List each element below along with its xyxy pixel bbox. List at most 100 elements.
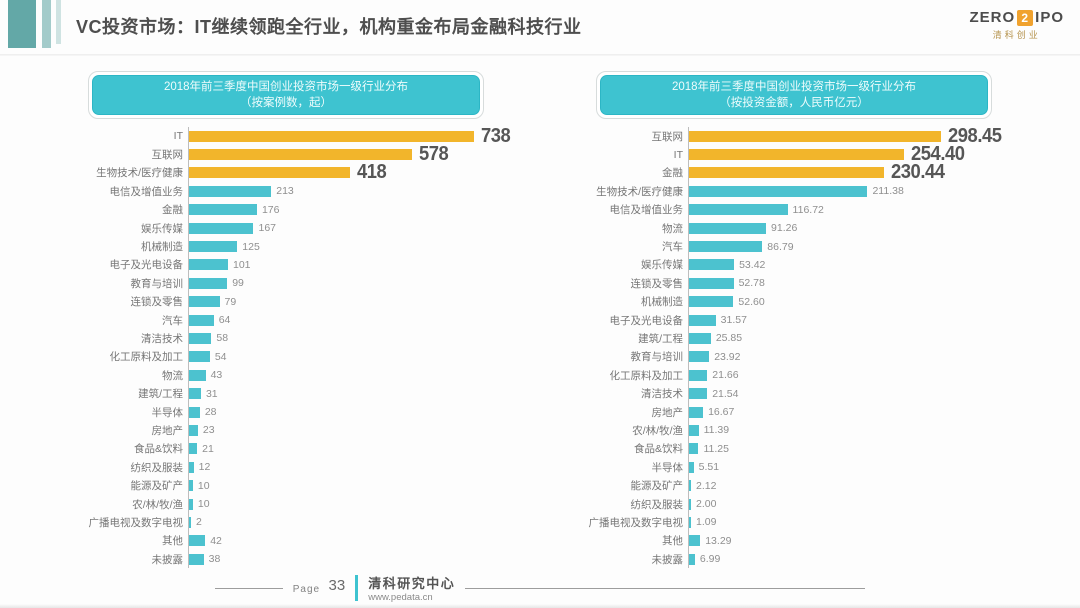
category-label: 食品&饮料 (633, 443, 683, 456)
value-label: 25.85 (715, 332, 743, 345)
bar (689, 553, 695, 565)
value-label: 21.54 (712, 387, 739, 400)
bar (689, 424, 699, 436)
bar-zone: 31.57 (688, 310, 1048, 330)
value-label: 79 (224, 295, 237, 308)
category-label: 教育与培训 (630, 351, 684, 364)
bar (189, 296, 220, 308)
category-label: 房地产 (151, 424, 184, 437)
left-chart-header: 2018年前三季度中国创业投资市场一级行业分布 （按案例数，起） (88, 71, 484, 120)
value-label: 10 (197, 479, 210, 492)
bar-highlight (189, 149, 413, 161)
value-label: 2.00 (696, 498, 717, 510)
chart-row: 半导体 5.51 (588, 458, 1048, 477)
chart-row: 互联网 298.45 (588, 124, 1048, 147)
value-label: 99 (232, 277, 244, 290)
bar (689, 241, 763, 253)
value-label: 52.60 (738, 295, 765, 308)
value-label: 418 (357, 161, 387, 184)
category-label: 半导体 (151, 406, 184, 419)
category-label: 纺织及服装 (130, 461, 184, 474)
page-indicator: Page 33 (293, 577, 346, 597)
category-label: 食品&饮料 (133, 443, 183, 456)
chart-row: 物流 91.26 (588, 218, 1048, 238)
bar (689, 406, 704, 418)
bar-zone: 738 (188, 125, 548, 147)
chart-row: 其他 42 (88, 531, 548, 550)
chart-row: 金融 230.44 (588, 161, 1048, 183)
bar-zone: 11.39 (688, 421, 1048, 440)
category-label: 机械制造 (641, 296, 683, 309)
bar-zone: 116.72 (688, 200, 1048, 219)
bar-zone: 298.45 (688, 124, 1048, 147)
bar (689, 222, 767, 234)
logo-wordmark: ZERO 2 IPO (969, 9, 1064, 26)
bar-zone: 2.00 (688, 494, 1048, 514)
chart-row: 能源及矿产 10 (88, 476, 548, 495)
value-label: 298.45 (948, 124, 1002, 147)
bar-zone: 31 (188, 384, 548, 403)
category-label: 化工原料及加工 (109, 351, 184, 364)
category-label: 半导体 (651, 461, 684, 474)
chart-row: 化工原料及加工 54 (88, 347, 548, 367)
bar-zone: 52.60 (688, 292, 1048, 311)
bar (189, 480, 193, 492)
category-label: 清洁技术 (641, 388, 683, 401)
bar (189, 332, 212, 344)
bar (189, 259, 228, 271)
value-label: 42 (210, 534, 222, 547)
bar (189, 314, 214, 326)
bar-zone: 211.38 (688, 182, 1048, 201)
bar (189, 388, 201, 400)
category-label: 其他 (162, 535, 183, 548)
logo-subtitle: 清科创业 (992, 30, 1041, 40)
right-chart-header-frame: 2018年前三季度中国创业投资市场一级行业分布 （按投资金额，人民币亿元） (596, 71, 992, 120)
chart-row: 汽车 64 (88, 310, 548, 330)
site-url: www.pedata.cn (368, 592, 433, 603)
category-label: 建筑/工程 (138, 388, 183, 401)
category-label: 纺织及服装 (630, 498, 684, 511)
chart-row: 半导体 28 (88, 402, 548, 422)
logo-zero: ZERO (969, 9, 1016, 26)
value-label: 23 (202, 424, 215, 437)
bar-zone: 43 (188, 366, 548, 385)
chart-row: 机械制造 52.60 (588, 292, 1048, 311)
value-label: 578 (419, 143, 449, 166)
bar-zone: 10 (188, 476, 548, 495)
bar (189, 553, 204, 565)
right-chart-subtitle: （按投资金额，人民币亿元） (719, 97, 869, 110)
value-label: 91.26 (771, 222, 798, 235)
bar (689, 443, 699, 455)
chart-row: 化工原料及加工 21.66 (588, 366, 1048, 385)
chart-row: 生物技术/医疗健康 418 (88, 161, 548, 184)
chart-row: 清洁技术 21.54 (588, 384, 1048, 403)
value-label: 11.25 (703, 442, 729, 455)
bar (689, 498, 691, 510)
footer-rule-left (214, 587, 283, 589)
bar (689, 351, 710, 363)
bar (689, 332, 711, 344)
bar-zone: 101 (188, 255, 548, 275)
logo-2-icon: 2 (1017, 9, 1034, 26)
value-label: 64 (218, 314, 231, 327)
value-label: 5.51 (698, 461, 720, 474)
value-label: 54 (214, 350, 227, 363)
chart-row: 未披露 38 (88, 549, 548, 569)
category-label: 未披露 (151, 553, 184, 566)
deco-square (8, 0, 36, 48)
value-label: 10 (197, 498, 210, 510)
bar-zone: 99 (188, 274, 548, 293)
footer: Page 33 清科研究中心 www.pedata.cn (0, 571, 1080, 605)
category-label: 互联网 (151, 149, 184, 162)
value-label: 176 (261, 203, 280, 216)
value-label: 21.66 (712, 369, 739, 382)
chart-row: 广播电视及数字电视 2 (88, 513, 548, 532)
chart-row: 机械制造 125 (88, 237, 548, 256)
chart-row: 食品&饮料 11.25 (588, 439, 1048, 459)
category-label: 金融 (662, 167, 683, 180)
bar-zone: 23.92 (688, 347, 1048, 367)
bar-zone: 64 (188, 310, 548, 330)
value-label: 2 (196, 516, 202, 529)
left-chart-title: 2018年前三季度中国创业投资市场一级行业分布 (163, 81, 409, 93)
value-label: 28 (204, 406, 217, 419)
